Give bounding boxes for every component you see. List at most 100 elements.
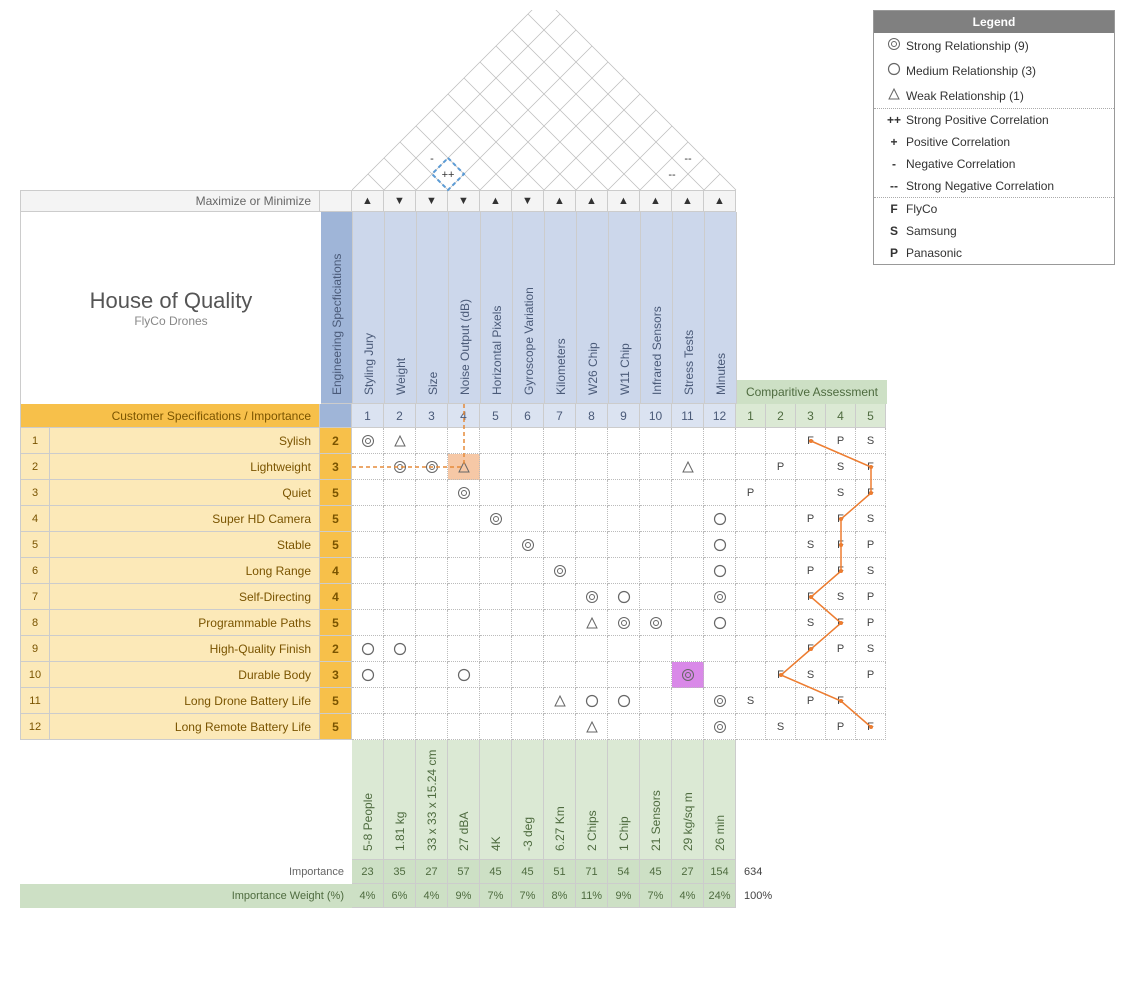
importance-cell: 35	[384, 860, 416, 884]
relationship-cell	[480, 662, 512, 688]
comp-cell: P	[796, 688, 826, 714]
comp-cell: S	[796, 532, 826, 558]
targets-spacer	[20, 740, 352, 860]
eng-col-label: Infrared Sensors	[650, 306, 664, 395]
comp-cell: F	[796, 584, 826, 610]
importance-cell: 54	[608, 860, 640, 884]
eng-col-num: 5	[480, 404, 512, 428]
legend-text: FlyCo	[906, 202, 937, 216]
legend-row: -Negative Correlation	[874, 153, 1114, 175]
legend-title: Legend	[874, 11, 1114, 33]
importance-cell: 45	[512, 860, 544, 884]
relationship-cell	[608, 558, 640, 584]
comp-cell	[736, 636, 766, 662]
legend-row: Strong Relationship (9)	[874, 33, 1114, 58]
relationship-cell	[448, 480, 480, 506]
relationship-cell	[672, 558, 704, 584]
relationship-cell	[352, 584, 384, 610]
customer-row: 6Long Range4PFS	[20, 558, 890, 584]
eng-col-num: 2	[384, 404, 416, 428]
comp-cell: F	[826, 558, 856, 584]
relationship-cell	[416, 558, 448, 584]
eng-col-num: 6	[512, 404, 544, 428]
comp-cell	[736, 714, 766, 740]
importance-weight-cell: 8%	[544, 884, 576, 908]
relationship-cell	[384, 558, 416, 584]
cust-row-name: Long Range	[50, 558, 320, 584]
cust-row-importance: 5	[320, 688, 352, 714]
relationship-cell	[480, 454, 512, 480]
relationship-cell	[416, 480, 448, 506]
comp-cell: S	[856, 506, 886, 532]
cust-row-name: Long Drone Battery Life	[50, 688, 320, 714]
relationship-cell	[480, 506, 512, 532]
eng-col-header: W26 Chip	[577, 212, 609, 404]
comp-cell: P	[826, 714, 856, 740]
eng-col-header: Size	[417, 212, 449, 404]
relationship-cell	[352, 636, 384, 662]
eng-spec-num-spacer	[320, 404, 352, 428]
comp-cell: S	[826, 584, 856, 610]
relationship-cell	[704, 558, 736, 584]
target-cell: 1 Chip	[608, 740, 640, 860]
cust-row-importance: 4	[320, 584, 352, 610]
roof-correlation: --	[668, 169, 676, 181]
comp-cell	[796, 714, 826, 740]
relationship-cell	[576, 636, 608, 662]
importance-weight-cell: 7%	[512, 884, 544, 908]
maxmin-spacer	[320, 190, 352, 212]
relationship-cell	[352, 610, 384, 636]
relationship-cell	[576, 454, 608, 480]
relationship-cell	[672, 610, 704, 636]
relationship-cell	[352, 662, 384, 688]
comp-cell: S	[826, 480, 856, 506]
eng-col-header: Stress Tests	[673, 212, 705, 404]
importance-weight-cell: 9%	[448, 884, 480, 908]
eng-col-label: W26 Chip	[586, 342, 600, 395]
eng-header-block: House of Quality FlyCo Drones Engineerin…	[20, 212, 890, 404]
correlation-roof: -++----	[20, 10, 890, 190]
relationship-cell	[608, 714, 640, 740]
eng-col-header: Noise Output (dB)	[449, 212, 481, 404]
relationship-cell	[480, 558, 512, 584]
legend-row: FFlyCo	[874, 198, 1114, 220]
relationship-cell	[416, 428, 448, 454]
relationship-cell	[576, 584, 608, 610]
cust-row-name: Stable	[50, 532, 320, 558]
target-value: 26 min	[713, 815, 727, 851]
comp-col-num: 4	[826, 404, 856, 428]
target-value: 5-8 People	[361, 793, 375, 851]
importance-weight-cell: 24%	[704, 884, 736, 908]
relationship-cell	[512, 610, 544, 636]
relationship-cell	[448, 688, 480, 714]
relationship-cell	[512, 584, 544, 610]
relationship-cell	[704, 714, 736, 740]
relationship-cell	[512, 688, 544, 714]
eng-col-header: Styling Jury	[353, 212, 385, 404]
maxmin-label: Maximize or Minimize	[20, 190, 320, 212]
target-value: 1 Chip	[617, 816, 631, 851]
relationship-cell	[448, 714, 480, 740]
comp-cell	[766, 688, 796, 714]
cust-row-num: 11	[20, 688, 50, 714]
relationship-cell	[416, 662, 448, 688]
relationship-cell	[576, 688, 608, 714]
eng-col-label: Gyroscope Variation	[522, 287, 536, 395]
eng-col-header: Weight	[385, 212, 417, 404]
comp-cell: S	[856, 558, 886, 584]
importance-cell: 51	[544, 860, 576, 884]
target-value: 1.81 kg	[393, 812, 407, 851]
relationship-cell	[608, 532, 640, 558]
customer-row: 3Quiet5PSF	[20, 480, 890, 506]
cust-row-importance: 3	[320, 454, 352, 480]
eng-col-num: 4	[448, 404, 480, 428]
relationship-cell	[416, 506, 448, 532]
importance-cell: 45	[480, 860, 512, 884]
legend-text: Samsung	[906, 224, 957, 238]
relationship-cell	[704, 428, 736, 454]
relationship-cell	[672, 636, 704, 662]
relationship-cell	[384, 506, 416, 532]
relationship-cell	[352, 428, 384, 454]
eng-col-num: 7	[544, 404, 576, 428]
legend-row: PPanasonic	[874, 242, 1114, 264]
